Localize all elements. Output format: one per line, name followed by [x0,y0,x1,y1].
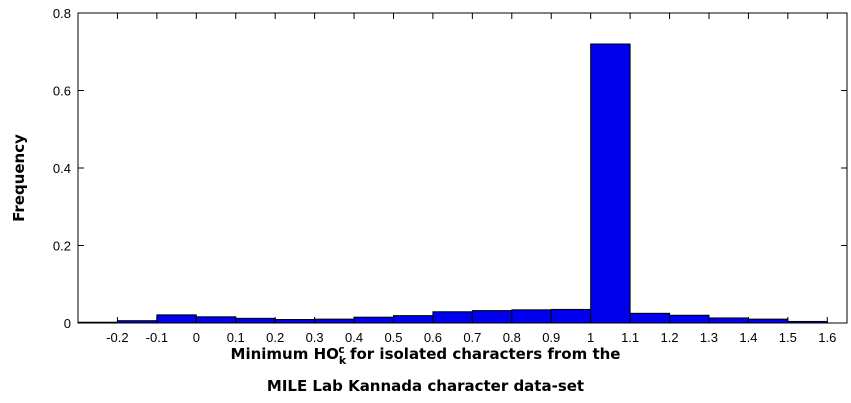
x-tick-label: 0.1 [227,330,245,345]
x-tick-label: 0.2 [266,330,284,345]
histogram-bar [590,43,631,324]
y-tick-label: 0 [64,316,71,331]
x-tick-label: 0.5 [384,330,402,345]
y-tick-label: 0.6 [53,84,71,99]
y-axis-title: Frequency [10,134,28,222]
histogram-bar [235,317,276,324]
histogram-bar [511,309,552,324]
histogram-bar [314,318,355,324]
x-axis-title-line2: MILE Lab Kannada character data-set [266,377,585,395]
x-axis-title-superscript: c [338,343,345,356]
x-tick-label: 1.2 [660,330,678,345]
x-axis-title-prefix: Minimum HO [230,345,339,363]
y-tick-label: 0.4 [53,161,71,176]
x-tick-label: 0.3 [306,330,324,345]
histogram-bar [353,316,394,324]
x-tick-label: 0.7 [463,330,481,345]
histogram-bar [629,312,671,324]
x-tick-label: -0.1 [146,330,168,345]
histogram-bar [392,315,434,324]
x-tick-label: 0.4 [345,330,363,345]
x-tick-label: 0.6 [424,330,442,345]
x-tick-label: 1.5 [779,330,797,345]
x-tick-label: 1.4 [739,330,757,345]
histogram-bar [432,311,473,324]
x-tick-label: 1.1 [621,330,639,345]
histogram-bar [274,319,316,324]
histogram-bar [471,310,513,324]
x-tick-label: -0.2 [106,330,128,345]
histogram-bar [195,316,237,324]
x-axis-title-subscript: k [338,354,347,367]
x-axis-title-suffix: for isolated characters from the [344,345,621,363]
plot-frame [77,12,848,324]
histogram-bar [669,314,710,324]
x-tick-label: 0.8 [503,330,521,345]
y-tick-label: 0.8 [53,6,71,21]
histogram-bar [156,314,197,324]
histogram-bar [550,308,592,324]
x-tick-label: 1.3 [700,330,718,345]
y-tick-label: 0.2 [53,239,71,254]
histogram-bar [747,318,789,324]
x-tick-label: 0.9 [542,330,560,345]
x-axis-title-line1: Minimum HOkc for isolated characters fro… [0,343,851,367]
histogram-bar [708,317,749,324]
x-tick-label: 0 [193,330,200,345]
x-tick-label: 1 [587,330,594,345]
x-tick-label: 1.6 [818,330,836,345]
